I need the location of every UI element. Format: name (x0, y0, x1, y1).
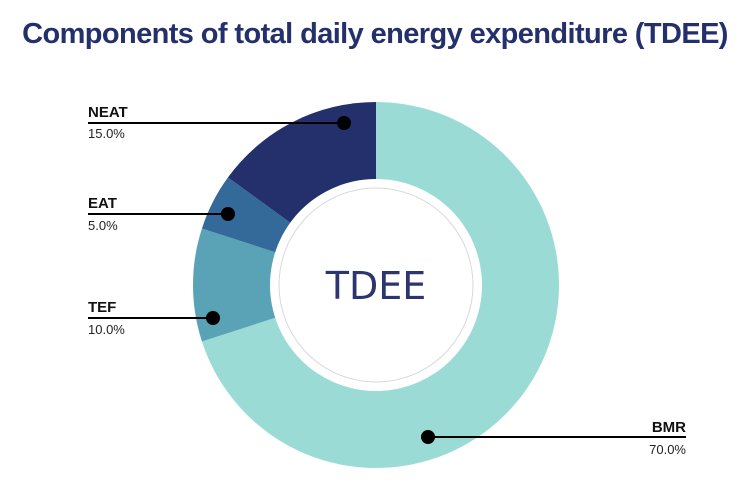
chart-title: Components of total daily energy expendi… (22, 18, 728, 50)
slice-label-tef: TEF (88, 299, 116, 316)
slice-value-bmr: 70.0% (649, 442, 686, 457)
marker-dot-tef (206, 311, 220, 325)
marker-dot-eat (221, 207, 235, 221)
marker-dot-neat (337, 116, 351, 130)
slice-label-neat: NEAT (88, 104, 128, 121)
slice-label-eat: EAT (88, 195, 117, 212)
marker-dot-bmr (421, 430, 435, 444)
slice-value-tef: 10.0% (88, 322, 125, 337)
center-inner-ring (278, 187, 474, 383)
slice-value-neat: 15.0% (88, 126, 125, 141)
labels-group: BMR 70.0% TEF 10.0% EAT 5.0% NEAT 15.0% (88, 104, 686, 457)
slice-value-eat: 5.0% (88, 218, 118, 233)
center-hole (270, 179, 482, 391)
center-label: TDEE (325, 264, 427, 308)
slice-label-bmr: BMR (652, 419, 686, 436)
